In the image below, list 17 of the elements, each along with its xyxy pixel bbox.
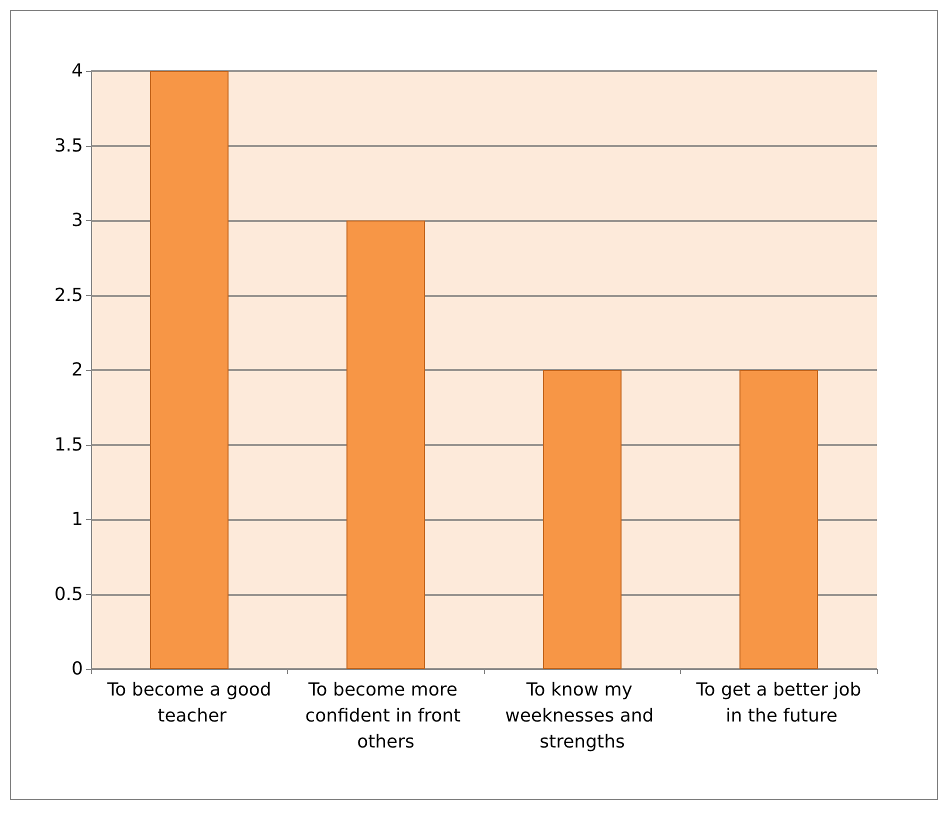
bar [346, 220, 426, 669]
bar [739, 370, 818, 669]
y-tick-label: 0 [72, 658, 83, 680]
bar [150, 71, 229, 669]
x-tick-label: To know my weeknesses and strengths [505, 680, 660, 752]
y-tick-label: 2 [72, 360, 83, 380]
y-tick-label: 1 [72, 509, 83, 530]
y-tick-label: 2.5 [54, 284, 83, 306]
y-tick-label: 4 [72, 60, 83, 82]
y-tick-label: 0.5 [54, 584, 83, 605]
bar [542, 370, 622, 669]
y-tick-label: 3 [72, 210, 83, 231]
x-tick-label: To become more confident in front others [305, 680, 466, 752]
y-tick-label: 1.5 [54, 434, 83, 456]
y-tick-label: 3.5 [54, 135, 83, 156]
x-tick-label: To become a good teacher [106, 680, 272, 726]
x-tick-label: To get a better job in the future [695, 680, 862, 726]
